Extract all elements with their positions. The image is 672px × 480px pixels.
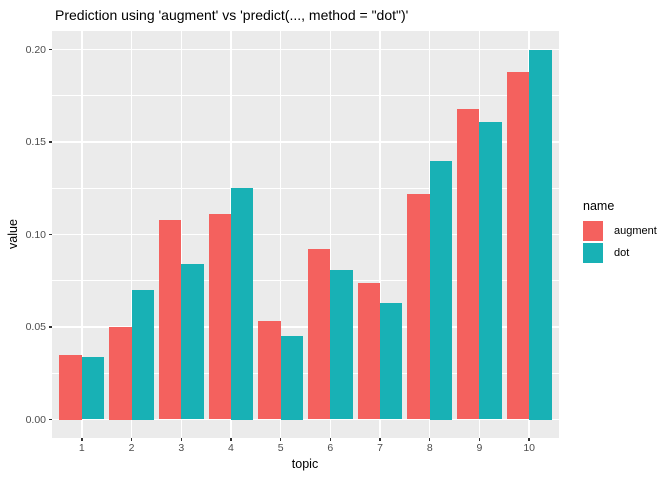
gridline-vertical [528, 31, 530, 438]
y-tick-mark [48, 233, 52, 236]
legend-swatch-dot [583, 243, 603, 263]
x-tick-mark [379, 438, 381, 441]
y-tick-label: 0.05 [25, 321, 46, 333]
gridline-vertical [230, 31, 232, 438]
gridline-vertical [478, 31, 481, 438]
gridline-minor [52, 372, 559, 374]
bar-dot-topic-3 [181, 264, 204, 420]
gridline-major [52, 141, 559, 143]
gridline-major [52, 48, 559, 51]
y-tick-label: 0.00 [25, 413, 46, 426]
legend-item-dot: dot [583, 243, 657, 263]
legend-item-augment: augment [583, 221, 657, 241]
legend: name augment dot [583, 199, 657, 265]
bar-dot-topic-1 [81, 356, 105, 420]
gridline-minor [52, 95, 559, 97]
y-tick-mark [48, 48, 52, 51]
x-tick-mark [329, 438, 332, 441]
x-tick-label: 6 [327, 442, 334, 454]
gridline-vertical [130, 31, 133, 438]
x-tick-label: 10 [523, 442, 536, 454]
bar-dot-topic-2 [131, 290, 154, 420]
x-tick-label: 8 [426, 442, 433, 454]
legend-title: name [583, 199, 615, 213]
gridline-minor [52, 280, 559, 282]
x-tick-label: 2 [128, 442, 135, 454]
bar-augment-topic-5 [258, 321, 281, 420]
bar-dot-topic-8 [429, 160, 453, 420]
x-tick-label: 9 [476, 442, 483, 454]
y-tick-label: 0.15 [25, 136, 46, 148]
bar-dot-topic-6 [330, 269, 353, 420]
bar-dot-topic-4 [230, 188, 254, 420]
x-tick-mark [429, 438, 431, 441]
legend-label-augment: augment [614, 225, 657, 237]
bar-augment-topic-8 [407, 193, 430, 420]
gridline-vertical [379, 31, 381, 438]
x-tick-mark [230, 438, 232, 441]
bar-augment-topic-2 [109, 327, 132, 420]
bar-dot-topic-9 [479, 121, 502, 420]
gridline-vertical [180, 31, 182, 438]
gridline-vertical [279, 31, 282, 438]
x-tick-mark [528, 438, 530, 441]
x-tick-label: 3 [178, 442, 185, 454]
y-tick-mark [48, 141, 52, 143]
gridline-minor [52, 187, 559, 189]
x-axis-title: topic [291, 457, 319, 471]
legend-label-dot: dot [614, 247, 630, 259]
bar-augment-topic-3 [158, 219, 182, 420]
x-tick-label: 4 [228, 442, 234, 454]
bar-augment-topic-7 [357, 282, 381, 420]
x-tick-mark [81, 438, 83, 441]
bar-augment-topic-6 [307, 249, 331, 420]
bar-dot-topic-7 [380, 302, 403, 420]
gridline-major [52, 233, 559, 236]
x-tick-mark [130, 438, 133, 441]
chart-title: Prediction using 'augment' vs 'predict(.… [55, 7, 409, 23]
gridline-major [52, 326, 559, 328]
y-tick-label: 0.10 [25, 228, 46, 241]
y-tick-mark [48, 326, 52, 328]
x-tick-label: 7 [377, 442, 383, 454]
x-tick-mark [478, 438, 481, 441]
x-tick-mark [279, 438, 282, 441]
bar-dot-topic-10 [529, 49, 552, 420]
bar-augment-topic-4 [208, 214, 231, 420]
gridline-vertical [81, 31, 83, 438]
plot-panel [52, 31, 559, 438]
x-tick-label: 5 [277, 442, 284, 454]
bar-augment-topic-10 [506, 71, 530, 420]
legend-swatch-augment [583, 221, 603, 241]
x-tick-label: 1 [78, 442, 85, 454]
y-tick-mark [48, 418, 52, 421]
gridline-vertical [329, 31, 332, 438]
bar-augment-topic-1 [59, 354, 82, 420]
bar-dot-topic-5 [280, 336, 303, 420]
bar-augment-topic-9 [457, 108, 480, 420]
x-tick-mark [180, 438, 182, 441]
y-tick-label: 0.20 [25, 43, 46, 56]
legend-items: augment dot [583, 221, 657, 263]
gridline-major [52, 418, 559, 421]
